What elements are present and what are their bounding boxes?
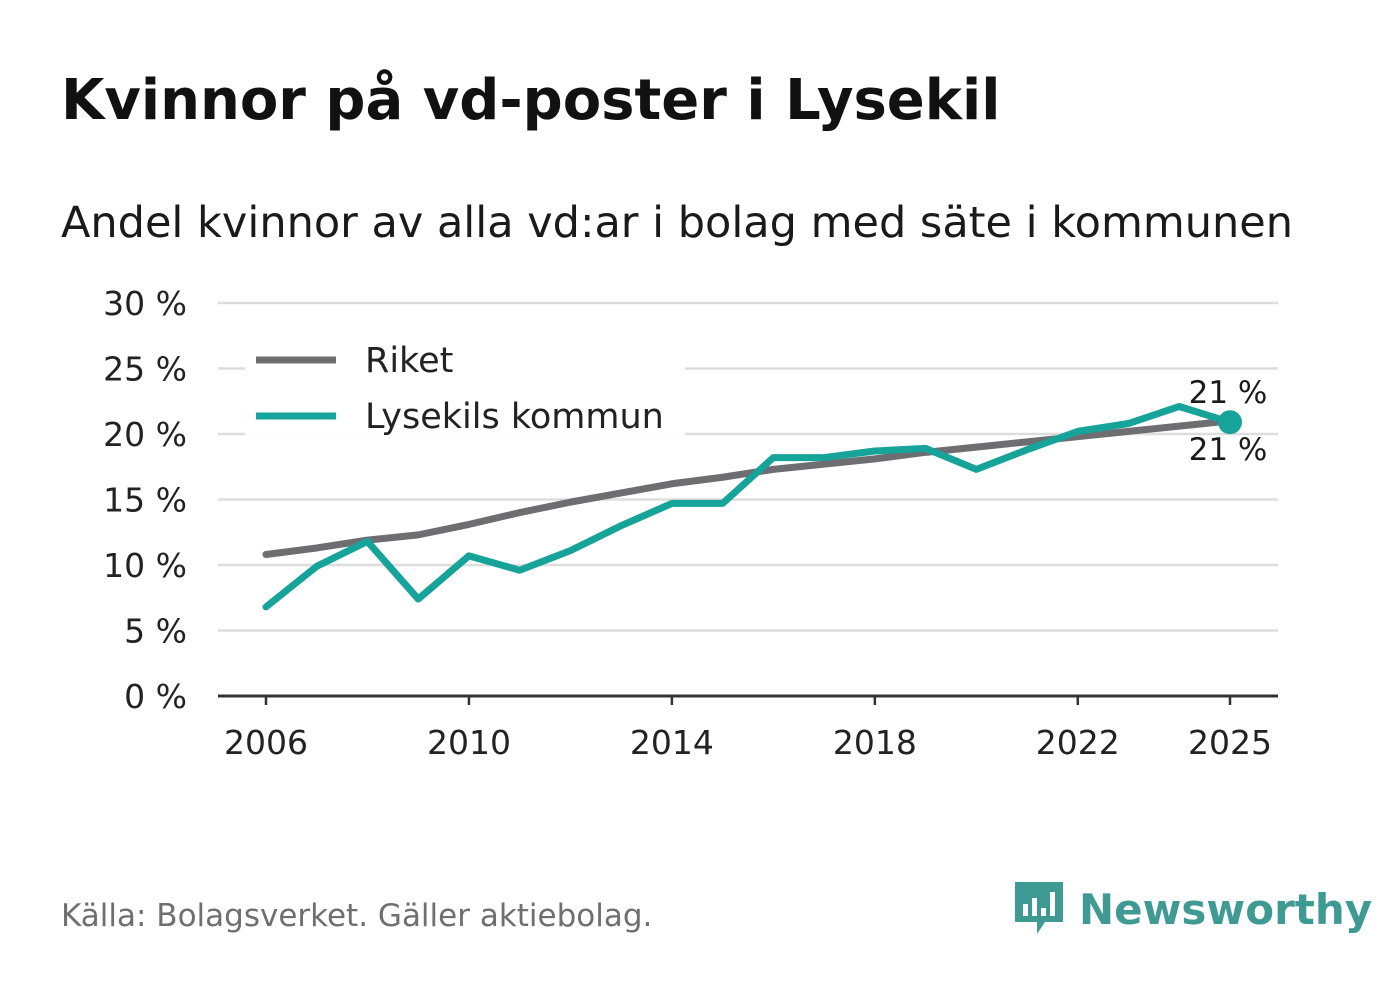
y-tick-label: 25 % — [103, 350, 187, 389]
end-value-label: 21 % — [1189, 375, 1268, 411]
chart-title: Kvinnor på vd-poster i Lysekil — [61, 68, 1001, 133]
x-axis-ticks: 2006 2010 2014 2018 2022 2025 — [224, 696, 1272, 762]
series-line-lysekils-kommun — [262, 402, 1234, 611]
legend-label: Riket — [365, 341, 453, 381]
chart-subtitle: Andel kvinnor av alla vd:ar i bolag med … — [61, 198, 1293, 248]
source-note: Källa: Bolagsverket. Gäller aktiebolag. — [61, 898, 653, 934]
series-line-riket — [262, 417, 1234, 559]
y-tick-label: 15 % — [103, 481, 187, 520]
y-tick-label: 0 % — [124, 677, 187, 716]
x-tick-label: 2018 — [833, 723, 917, 762]
newsworthy-logo-icon — [1015, 882, 1063, 934]
end-labels: 21 % 21 % — [1189, 375, 1268, 468]
legend: Riket Lysekils kommun — [245, 332, 685, 440]
x-tick-label: 2014 — [630, 723, 714, 762]
x-tick-label: 2010 — [427, 723, 511, 762]
x-tick-label: 2025 — [1188, 723, 1272, 762]
series — [262, 402, 1242, 611]
brand-logo: Newsworthy — [1011, 878, 1372, 940]
end-point-marker — [1218, 410, 1242, 435]
y-tick-label: 30 % — [103, 284, 187, 323]
y-tick-label: 10 % — [103, 546, 187, 585]
x-tick-label: 2022 — [1036, 723, 1120, 762]
legend-background — [245, 332, 685, 440]
legend-label: Lysekils kommun — [365, 397, 664, 437]
x-tick-label: 2006 — [224, 723, 308, 762]
y-axis-ticks: 0 % 5 % 10 % 15 % 20 % 25 % 30 % — [103, 284, 187, 716]
y-tick-label: 5 % — [124, 612, 187, 651]
y-tick-label: 20 % — [103, 415, 187, 454]
end-value-label: 21 % — [1189, 432, 1268, 468]
brand-name: Newsworthy — [1079, 884, 1373, 934]
